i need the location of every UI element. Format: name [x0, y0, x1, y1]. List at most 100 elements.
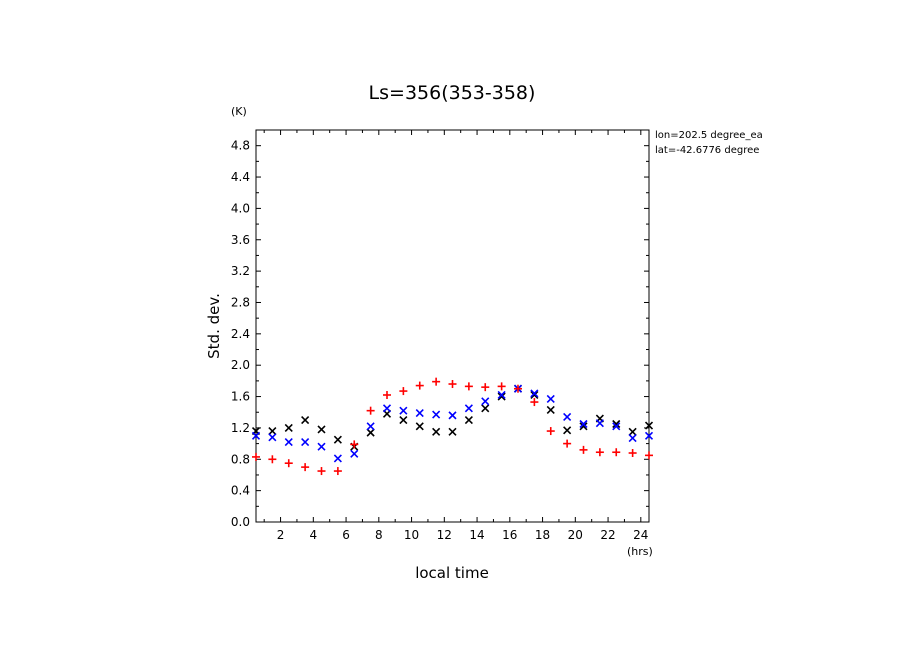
data-point-series-0 — [448, 427, 457, 436]
data-point-series-0 — [415, 422, 424, 431]
data-point-series-2 — [383, 390, 391, 399]
x-tick-label: 12 — [437, 528, 452, 542]
data-point-series-1 — [366, 422, 375, 431]
annotation-lon: lon=202.5 degree_ea — [655, 130, 763, 141]
data-point-series-2 — [514, 384, 522, 393]
y-tick-label: 1.2 — [231, 421, 250, 435]
data-point-series-1 — [284, 437, 293, 447]
x-tick-label: 14 — [469, 528, 484, 542]
data-point-series-0 — [628, 427, 637, 436]
x-tick-label: 8 — [375, 528, 383, 542]
data-point-series-0 — [464, 416, 473, 425]
data-point-series-1 — [579, 419, 588, 429]
y-axis-title: Std. dev. — [205, 293, 223, 359]
data-point-series-0 — [317, 425, 326, 434]
data-point-series-1 — [399, 406, 408, 415]
data-point-series-0 — [333, 435, 342, 444]
x-tick-label: 22 — [600, 528, 615, 542]
data-point-series-1 — [563, 412, 572, 422]
data-point-series-0 — [432, 427, 441, 436]
y-tick-label: 2.0 — [231, 358, 250, 372]
x-unit-label: (hrs) — [627, 545, 653, 558]
data-point-series-0 — [284, 423, 293, 432]
data-point-series-2 — [252, 452, 260, 461]
x-tick-label: 4 — [309, 528, 317, 542]
data-point-series-1 — [268, 433, 277, 442]
data-point-series-1 — [301, 437, 310, 447]
y-unit-label: (K) — [231, 105, 247, 118]
y-tick-label: 4.0 — [231, 201, 250, 215]
data-point-series-1 — [530, 389, 539, 398]
data-point-series-2 — [333, 467, 342, 476]
data-point-series-1 — [432, 410, 441, 419]
data-point-series-2 — [399, 387, 408, 396]
y-tick-label: 0.0 — [231, 515, 250, 529]
annotation-lat: lat=-42.6776 degree — [655, 145, 759, 156]
x-tick-label: 6 — [342, 528, 350, 542]
x-tick-label: 18 — [535, 528, 550, 542]
data-point-series-2 — [628, 449, 637, 458]
data-point-series-0 — [546, 405, 555, 414]
data-point-series-2 — [366, 406, 375, 415]
data-point-series-1 — [464, 404, 473, 413]
data-point-series-2 — [464, 382, 473, 391]
data-point-series-0 — [612, 419, 621, 429]
data-point-series-2 — [268, 455, 277, 464]
data-point-series-0 — [530, 390, 539, 400]
data-point-series-0 — [481, 404, 490, 413]
data-point-series-2 — [563, 439, 572, 448]
data-point-series-2 — [530, 398, 539, 407]
y-tick-label: 2.4 — [231, 327, 250, 341]
data-point-series-2 — [612, 448, 621, 457]
data-point-series-0 — [399, 416, 408, 425]
data-point-series-0 — [366, 428, 375, 437]
data-point-series-0 — [301, 416, 310, 425]
data-point-series-1 — [415, 408, 424, 418]
data-point-series-2 — [645, 451, 653, 460]
data-point-series-2 — [284, 459, 293, 468]
y-tick-label: 0.4 — [231, 484, 250, 498]
data-point-series-1 — [644, 431, 654, 440]
data-point-series-2 — [317, 467, 326, 476]
data-point-series-0 — [563, 426, 572, 435]
y-tick-label: 2.8 — [231, 295, 250, 309]
y-tick-label: 1.6 — [231, 390, 250, 404]
axis-ticks: 0.0 0.4 0.8 1.2 1.6 2.0 2.4 2.8 3.2 3.6 4.0 4.4 4.8 2… — [231, 130, 649, 542]
x-tick-label: 20 — [568, 528, 583, 542]
data-marks — [251, 377, 654, 476]
data-point-series-1 — [612, 422, 621, 431]
data-point-series-2 — [497, 382, 506, 391]
data-point-series-1 — [350, 449, 359, 458]
data-point-series-1 — [448, 411, 457, 420]
data-point-series-0 — [644, 421, 654, 430]
data-point-series-1 — [333, 454, 342, 463]
data-point-series-1 — [628, 434, 637, 443]
data-point-series-2 — [595, 448, 604, 457]
data-point-series-0 — [268, 426, 277, 436]
data-point-series-2 — [448, 380, 457, 389]
data-point-series-1 — [481, 397, 490, 406]
x-tick-label: 24 — [633, 528, 648, 542]
data-point-series-1 — [546, 394, 555, 403]
data-point-series-0 — [497, 392, 506, 401]
data-point-series-2 — [350, 440, 359, 449]
x-tick-label: 10 — [404, 528, 419, 542]
data-point-series-1 — [251, 431, 261, 440]
x-tick-label: 2 — [277, 528, 285, 542]
y-tick-label: 0.8 — [231, 452, 250, 466]
data-point-series-2 — [432, 377, 441, 386]
data-point-series-1 — [497, 390, 506, 400]
x-axis-title: local time — [415, 564, 489, 582]
data-point-series-2 — [579, 445, 588, 454]
data-point-series-2 — [546, 427, 555, 436]
data-point-series-1 — [317, 442, 326, 451]
y-tick-label: 4.8 — [231, 139, 250, 153]
data-point-series-2 — [415, 381, 424, 390]
y-tick-label: 3.2 — [231, 264, 250, 278]
data-point-series-1 — [382, 404, 392, 413]
data-point-series-2 — [301, 463, 310, 472]
y-tick-label: 3.6 — [231, 233, 250, 247]
chart-title: Ls=356(353-358) — [369, 82, 536, 104]
data-point-series-1 — [595, 419, 604, 428]
